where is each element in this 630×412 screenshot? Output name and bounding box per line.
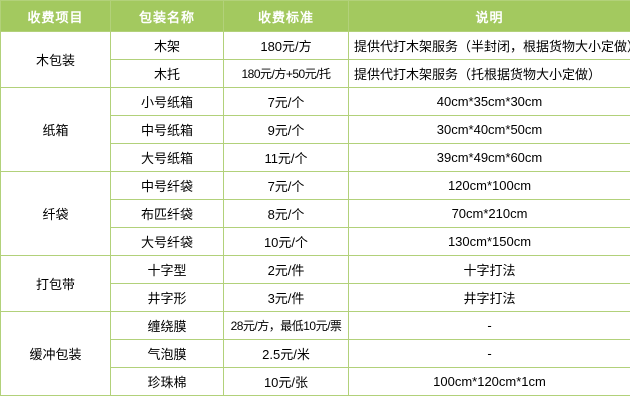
table-row: 气泡膜 2.5元/米 - bbox=[1, 339, 630, 368]
package-name-cell: 大号纤袋 bbox=[110, 227, 224, 256]
price-cell: 2元/件 bbox=[223, 255, 349, 284]
note-cell: 120cm*100cm bbox=[348, 171, 630, 200]
note-cell: 39cm*49cm*60cm bbox=[348, 143, 630, 172]
note-cell: 井字打法 bbox=[348, 283, 630, 312]
header-cell: 收费标准 bbox=[223, 0, 349, 32]
note-cell: - bbox=[348, 311, 630, 340]
package-name-cell: 中号纸箱 bbox=[110, 115, 224, 144]
category-cell: 打包带 bbox=[0, 255, 111, 312]
header-cell: 包装名称 bbox=[110, 0, 224, 32]
package-name-cell: 木架 bbox=[110, 31, 224, 60]
price-cell: 180元/方 bbox=[223, 31, 349, 60]
package-name-cell: 中号纤袋 bbox=[110, 171, 224, 200]
table-row: 中号纸箱 9元/个 30cm*40cm*50cm bbox=[1, 115, 630, 144]
header-row: 收费项目 包装名称 收费标准 说明 bbox=[0, 0, 630, 32]
category-cell: 纸箱 bbox=[0, 87, 111, 172]
category-cell: 缓冲包装 bbox=[0, 311, 111, 396]
note-cell: 提供代打木架服务（托根据货物大小定做） bbox=[348, 59, 630, 88]
category-cell: 纤袋 bbox=[0, 171, 111, 256]
package-name-cell: 十字型 bbox=[110, 255, 224, 284]
price-cell: 10元/张 bbox=[223, 367, 349, 396]
note-cell: - bbox=[348, 339, 630, 368]
table-row: 大号纤袋 10元/个 130cm*150cm bbox=[1, 227, 630, 256]
note-cell: 十字打法 bbox=[348, 255, 630, 284]
header-cell: 收费项目 bbox=[0, 0, 111, 32]
price-cell: 10元/个 bbox=[223, 227, 349, 256]
table-row: 缓冲包装 缠绕膜 28元/方，最低10元/票 - bbox=[0, 311, 630, 396]
price-cell: 7元/个 bbox=[223, 87, 349, 116]
price-cell: 3元/件 bbox=[223, 283, 349, 312]
price-cell: 180元/方+50元/托 bbox=[223, 59, 349, 88]
package-name-cell: 缠绕膜 bbox=[110, 311, 224, 340]
table-row: 木托 180元/方+50元/托 提供代打木架服务（托根据货物大小定做） bbox=[1, 59, 630, 88]
table-body: 木包装 木架 180元/方 提供代打木架服务（半封闭，根据货物大小定做） 木托 180元/… bbox=[0, 31, 630, 396]
note-cell: 提供代打木架服务（半封闭，根据货物大小定做） bbox=[348, 31, 630, 60]
table-row: 打包带 十字型 2元/件 十字打法 bbox=[0, 255, 630, 312]
price-cell: 28元/方，最低10元/票 bbox=[223, 311, 349, 340]
pricing-table: 收费项目 包装名称 收费标准 说明 木包装 木架 180元/方 提供代打木架服务（半封闭，根… bbox=[0, 0, 630, 396]
note-cell: 30cm*40cm*50cm bbox=[348, 115, 630, 144]
package-name-cell: 珍珠棉 bbox=[110, 367, 224, 396]
package-name-cell: 气泡膜 bbox=[110, 339, 224, 368]
table-row: 木包装 木架 180元/方 提供代打木架服务（半封闭，根据货物大小定做） bbox=[0, 31, 630, 88]
package-name-cell: 布匹纤袋 bbox=[110, 199, 224, 228]
category-cell: 木包装 bbox=[0, 31, 111, 88]
table-row: 纸箱 小号纸箱 7元/个 40cm*35cm*30cm bbox=[0, 87, 630, 172]
note-cell: 130cm*150cm bbox=[348, 227, 630, 256]
package-name-cell: 大号纸箱 bbox=[110, 143, 224, 172]
price-cell: 8元/个 bbox=[223, 199, 349, 228]
price-cell: 2.5元/米 bbox=[223, 339, 349, 368]
header-cell: 说明 bbox=[348, 0, 630, 32]
package-name-cell: 井字形 bbox=[110, 283, 224, 312]
table-row: 井字形 3元/件 井字打法 bbox=[1, 283, 630, 312]
table-row: 大号纸箱 11元/个 39cm*49cm*60cm bbox=[1, 143, 630, 172]
price-cell: 11元/个 bbox=[223, 143, 349, 172]
table-row: 纤袋 中号纤袋 7元/个 120cm*100cm bbox=[0, 171, 630, 256]
price-cell: 9元/个 bbox=[223, 115, 349, 144]
note-cell: 100cm*120cm*1cm bbox=[348, 367, 630, 396]
price-cell: 7元/个 bbox=[223, 171, 349, 200]
package-name-cell: 小号纸箱 bbox=[110, 87, 224, 116]
package-name-cell: 木托 bbox=[110, 59, 224, 88]
note-cell: 70cm*210cm bbox=[348, 199, 630, 228]
note-cell: 40cm*35cm*30cm bbox=[348, 87, 630, 116]
table-row: 布匹纤袋 8元/个 70cm*210cm bbox=[1, 199, 630, 228]
table-row: 珍珠棉 10元/张 100cm*120cm*1cm bbox=[1, 367, 630, 396]
